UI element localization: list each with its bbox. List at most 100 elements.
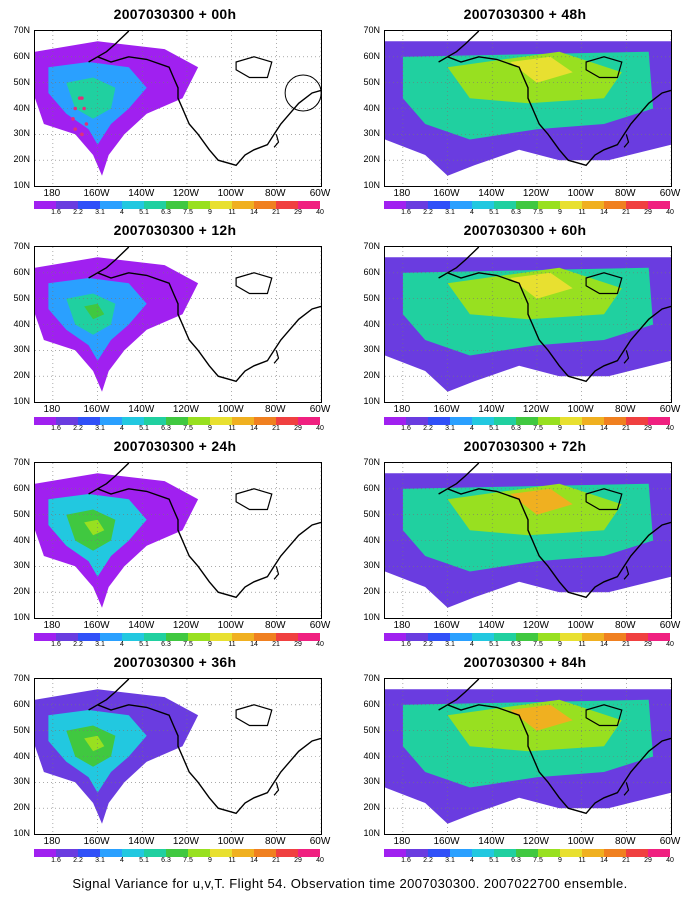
colorbar-tick-label: 2.2 xyxy=(423,425,433,432)
panel-title: 2007030300 + 72h xyxy=(463,438,587,454)
colorbar-tick-label: 1.6 xyxy=(51,641,61,648)
colorbar-tick-label: 11 xyxy=(578,857,586,864)
colorbar-labels: 1.6 2.2 3.1 4 5.1 6.3 7.5 9 11 14 21 29 40 xyxy=(34,425,324,435)
colorbar-tick-label: 11 xyxy=(228,425,236,432)
colorbar-swatch xyxy=(538,849,560,857)
latitude-label: 70N xyxy=(13,25,30,35)
panel-title: 2007030300 + 60h xyxy=(463,222,587,238)
colorbar-tick-label: 2.2 xyxy=(73,857,83,864)
longitude-label: 180 xyxy=(393,620,411,631)
colorbar-tick-label: 5.1 xyxy=(489,209,499,216)
longitude-label: 140W xyxy=(478,188,505,199)
latitude-label: 20N xyxy=(363,370,380,381)
colorbar-tick-label: 2.2 xyxy=(73,641,83,648)
colorbar-swatch xyxy=(384,849,406,857)
colorbar-swatch xyxy=(56,201,78,209)
colorbar xyxy=(34,633,320,641)
colorbar-swatch xyxy=(384,633,406,641)
longitude-label: 120W xyxy=(172,836,199,847)
longitude-label: 80W xyxy=(265,620,286,631)
latitude-label: 10N xyxy=(13,612,30,622)
colorbar-tick-label: 11 xyxy=(228,857,236,864)
colorbar-swatch xyxy=(232,417,254,425)
colorbar-tick-label: 1.6 xyxy=(401,209,411,216)
longitude-label: 120W xyxy=(172,404,199,415)
longitude-label: 100W xyxy=(567,188,594,199)
colorbar-tick-label: 21 xyxy=(272,425,280,432)
colorbar-swatch xyxy=(472,417,494,425)
longitude-label: 60W xyxy=(309,404,331,415)
flight-track-point xyxy=(71,117,75,121)
colorbar-tick-label: 9 xyxy=(558,209,562,216)
longitude-label: 140W xyxy=(478,836,505,847)
variance-map xyxy=(34,30,322,187)
colorbar-swatch xyxy=(582,201,604,209)
colorbar-swatch xyxy=(166,849,188,857)
longitude-label: 160W xyxy=(83,620,110,631)
colorbar-swatch xyxy=(538,417,560,425)
longitude-label: 120W xyxy=(522,404,549,415)
colorbar-swatch xyxy=(406,201,428,209)
longitude-label: 80W xyxy=(265,836,286,847)
flight-track-point xyxy=(80,132,84,137)
latitude-label: 30N xyxy=(13,128,30,139)
colorbar-tick-label: 40 xyxy=(666,209,674,216)
colorbar-swatch xyxy=(78,849,100,857)
colorbar-tick-label: 1.6 xyxy=(51,209,61,216)
colorbar-swatch xyxy=(472,201,494,209)
colorbar-swatch xyxy=(516,849,538,857)
colorbar-swatch xyxy=(560,201,582,209)
variance-map xyxy=(34,246,322,403)
flight-track-point xyxy=(82,106,86,111)
latitude-label: 70N xyxy=(363,241,380,251)
coastline xyxy=(88,31,130,63)
colorbar-swatch xyxy=(254,201,276,209)
variance-contour xyxy=(510,704,573,731)
map-panel: 2007030300 + 00h 70N 60N 50N 40N 30N 20N 10N 180… xyxy=(0,0,350,216)
map-panel: 2007030300 + 84h 70N 60N 50N 40N 30N 20N 10N 180… xyxy=(350,646,700,864)
colorbar xyxy=(384,849,670,857)
colorbar-swatch xyxy=(516,201,538,209)
colorbar-swatch xyxy=(472,633,494,641)
colorbar-tick-label: 40 xyxy=(666,641,674,648)
colorbar-tick-label: 5.1 xyxy=(139,857,149,864)
colorbar-swatch xyxy=(560,417,582,425)
latitude-label: 50N xyxy=(13,724,30,735)
colorbar-swatch xyxy=(122,417,144,425)
colorbar-swatch xyxy=(582,849,604,857)
colorbar-tick-label: 4 xyxy=(470,641,474,648)
flight-track-point xyxy=(73,106,78,111)
colorbar-swatch xyxy=(100,633,122,641)
variance-contour xyxy=(510,488,573,515)
colorbar-tick-label: 1.6 xyxy=(401,641,411,648)
colorbar-swatch xyxy=(254,417,276,425)
colorbar xyxy=(384,417,670,425)
colorbar-swatch xyxy=(648,849,670,857)
colorbar-tick-label: 29 xyxy=(644,425,652,432)
figure-caption: Signal Variance for u,v,T. Flight 54. Ob… xyxy=(72,876,628,891)
coastline xyxy=(447,272,671,383)
latitude-label: 70N xyxy=(363,673,380,683)
longitude-label: 100W xyxy=(217,188,244,199)
colorbar-swatch xyxy=(122,201,144,209)
coastline xyxy=(438,247,480,279)
colorbar-tick-label: 5.1 xyxy=(139,425,149,432)
colorbar-tick-label: 6.3 xyxy=(161,641,171,648)
colorbar-swatch xyxy=(78,633,100,641)
coastline xyxy=(438,463,480,495)
colorbar-tick-label: 6.3 xyxy=(511,857,521,864)
coastline xyxy=(623,350,630,364)
colorbar-swatch xyxy=(648,417,670,425)
latitude-label: 40N xyxy=(363,102,380,113)
coastline xyxy=(623,566,630,580)
coastline xyxy=(447,56,671,167)
longitude-label: 140W xyxy=(478,620,505,631)
longitude-label: 80W xyxy=(265,188,286,199)
colorbar-swatch xyxy=(276,417,298,425)
coastline xyxy=(88,247,130,279)
colorbar-tick-label: 14 xyxy=(600,641,608,648)
colorbar-swatch xyxy=(538,633,560,641)
colorbar-swatch xyxy=(254,633,276,641)
colorbar-swatch xyxy=(122,633,144,641)
latitude-label: 70N xyxy=(13,673,30,683)
